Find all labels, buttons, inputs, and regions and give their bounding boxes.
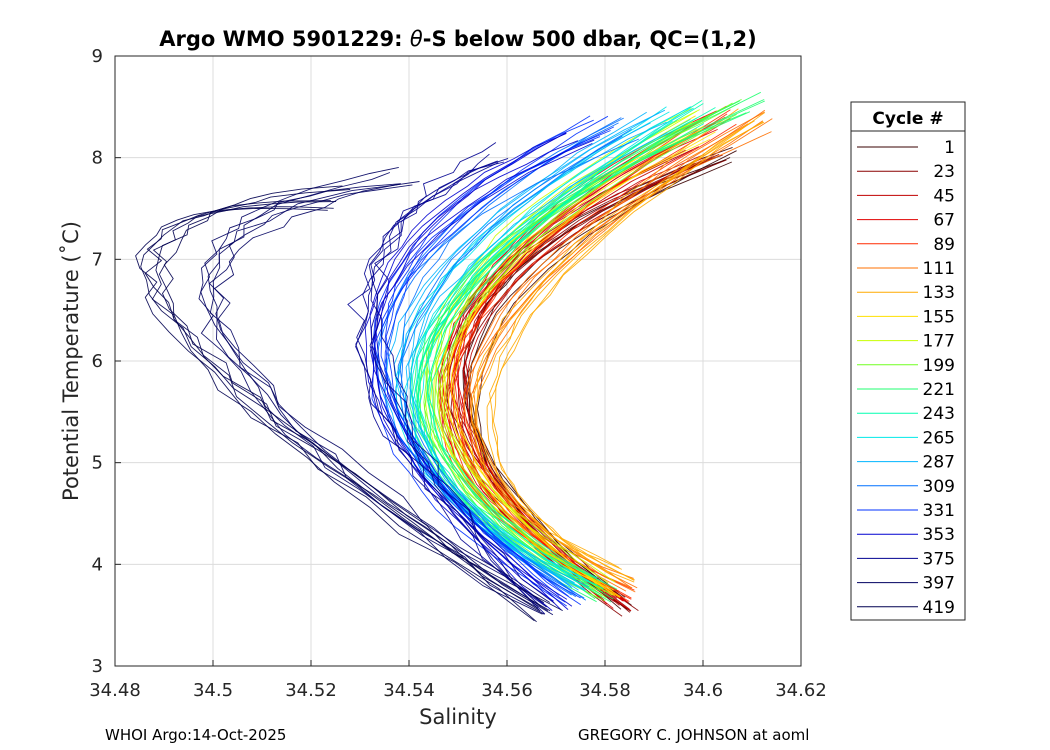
series-line-cycle-419 — [140, 207, 539, 609]
x-tick-label: 34.48 — [89, 680, 141, 701]
x-tick-label: 34.56 — [481, 680, 533, 701]
x-tick-label: 34.5 — [193, 680, 233, 701]
y-tick-label: 6 — [92, 351, 103, 372]
series-line-cycle-45 — [462, 153, 705, 605]
legend-label: 221 — [923, 380, 955, 400]
series-line-cycle-133 — [492, 121, 752, 581]
x-tick-label: 34.58 — [579, 680, 631, 701]
y-tick-label: 8 — [92, 148, 103, 169]
series-line-cycle-133 — [489, 108, 739, 581]
series-line-cycle-243 — [415, 123, 705, 584]
series-line-cycle-397 — [208, 184, 551, 603]
series-line-cycle-287 — [408, 121, 667, 588]
series-line-cycle-265 — [418, 107, 694, 583]
legend-label: 67 — [933, 211, 955, 231]
series-line-cycle-287 — [404, 132, 668, 591]
series-line-cycle-111 — [473, 111, 765, 589]
chart-title: Argo WMO 5901229: θ-S below 500 dbar, QC… — [159, 27, 756, 51]
y-tick-label: 4 — [92, 554, 103, 575]
footer-left: WHOI Argo:14-Oct-2025 — [105, 726, 287, 744]
legend-label: 133 — [923, 283, 955, 303]
legend-label: 419 — [923, 598, 955, 618]
legend-label: 353 — [923, 525, 955, 545]
series-line-cycle-353 — [370, 142, 593, 602]
series-line-cycle-265 — [395, 111, 670, 579]
series-line-cycle-243 — [412, 107, 716, 586]
y-axis-label: Potential Temperature (˚C) — [59, 221, 83, 501]
series-line-cycle-111 — [470, 109, 766, 589]
footer-right: GREGORY C. JOHNSON at aoml — [578, 726, 810, 744]
legend-label: 199 — [923, 356, 955, 376]
series-line-cycle-89 — [454, 105, 727, 602]
series-line-cycle-375 — [370, 142, 546, 615]
legend-label: 177 — [923, 332, 955, 352]
legend-label: 155 — [923, 307, 955, 327]
series-line-cycle-243 — [427, 117, 698, 590]
series-line-cycle-133 — [473, 112, 765, 570]
x-tick-label: 34.6 — [683, 680, 723, 701]
series-line-cycle-309 — [399, 117, 622, 601]
legend-label: 287 — [923, 453, 955, 473]
series-line-cycle-133 — [486, 121, 764, 583]
x-tick-label: 34.62 — [775, 680, 827, 701]
y-tick-label: 7 — [92, 249, 103, 270]
series-line-cycle-309 — [397, 135, 623, 597]
series-line-cycle-155 — [447, 129, 705, 596]
legend-label: 397 — [923, 574, 955, 594]
legend-items: 1 23 45 67 89 111 133 155 177 199 221 243 265 287 309 3… — [857, 138, 955, 618]
y-tick-label: 3 — [92, 656, 103, 677]
legend-label: 265 — [923, 428, 955, 448]
y-tick-label: 9 — [92, 46, 103, 67]
legend-label: 243 — [923, 404, 955, 424]
legend-label: 331 — [923, 501, 955, 521]
legend-label: 45 — [933, 186, 955, 206]
series-line-cycle-331 — [385, 130, 611, 597]
legend-label: 23 — [933, 162, 955, 182]
series-line-cycle-111 — [459, 118, 773, 579]
series-line-cycle-419 — [152, 201, 551, 612]
legend: Cycle # 1 23 45 67 89 111 133 155 177 199 221 243 26… — [850, 101, 966, 621]
series-line-cycle-221 — [415, 112, 747, 590]
series-line-cycle-309 — [376, 138, 639, 598]
series-line-cycle-397 — [200, 183, 554, 616]
legend-label: 309 — [923, 477, 955, 497]
series-line-cycle-375 — [355, 160, 547, 608]
series-line-cycle-1 — [463, 159, 726, 606]
profile-curves — [135, 91, 773, 623]
legend-label: 89 — [933, 235, 955, 255]
legend-label: 375 — [923, 549, 955, 569]
x-axis-label: Salinity — [419, 705, 497, 729]
series-line-cycle-353 — [374, 139, 595, 611]
series-line-cycle-419 — [135, 206, 537, 623]
legend-label: 111 — [923, 259, 955, 279]
x-axis-ticks: 34.48 34.5 34.52 34.54 34.56 34.58 34.6 34.62 — [89, 660, 827, 701]
series-line-cycle-397 — [207, 172, 545, 604]
legend-title: Cycle # — [872, 109, 943, 129]
series-line-cycle-221 — [417, 100, 740, 600]
y-tick-label: 5 — [92, 453, 103, 474]
y-axis-ticks: 3 4 5 6 7 8 9 — [92, 46, 121, 677]
legend-label: 1 — [944, 138, 955, 158]
series-line-cycle-397 — [213, 183, 549, 612]
series-line-cycle-375 — [369, 153, 548, 608]
x-tick-label: 34.52 — [285, 680, 337, 701]
legend-box — [850, 101, 966, 621]
x-tick-label: 34.54 — [383, 680, 435, 701]
